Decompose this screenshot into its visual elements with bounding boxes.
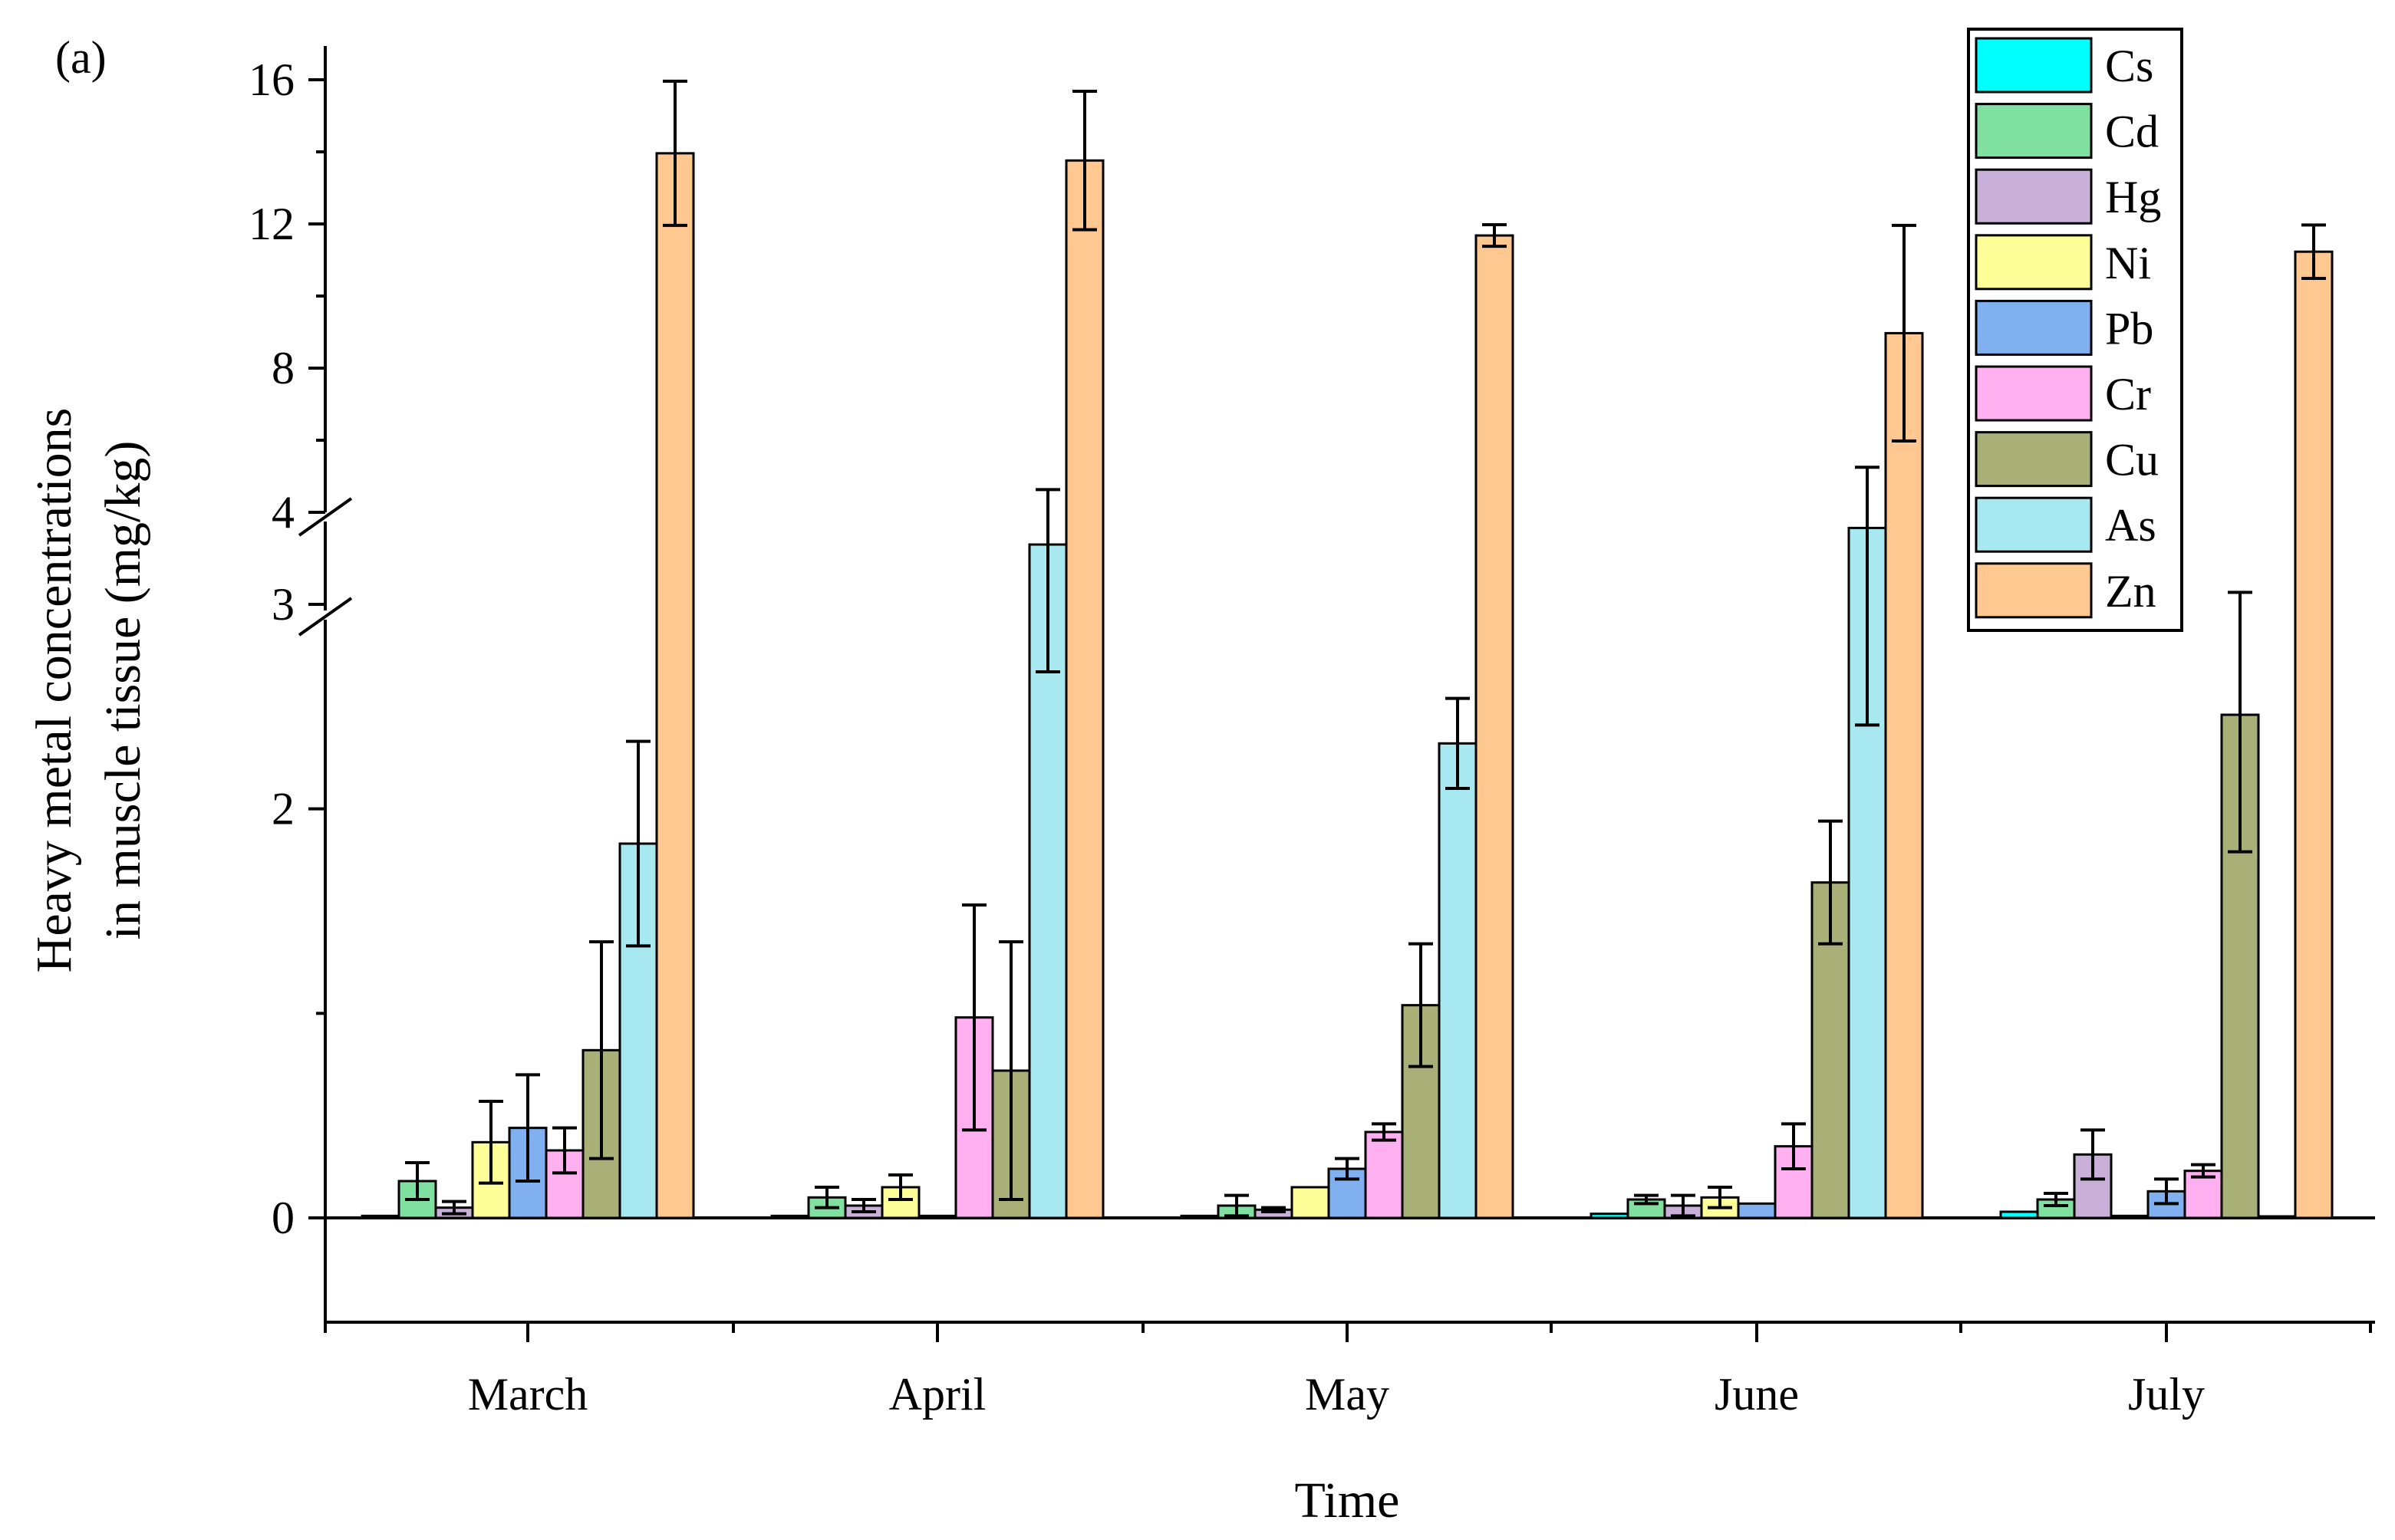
x-tick-label: May xyxy=(1305,1369,1389,1420)
y-tick-label: 2 xyxy=(272,784,295,834)
x-tick-label: March xyxy=(468,1369,588,1420)
x-tick-label: April xyxy=(889,1369,987,1420)
bar-zn-june xyxy=(1884,331,1924,1219)
x-axis-title: Time xyxy=(1295,1473,1400,1528)
legend-label-hg: Hg xyxy=(2105,172,2161,222)
bar-cr-may xyxy=(1364,1130,1404,1219)
y-tick-label: 12 xyxy=(249,199,295,249)
bar-cs-april xyxy=(770,1214,810,1219)
bar-cs-may xyxy=(1180,1214,1220,1219)
y-axis-title-line-1: Heavy metal concentrations xyxy=(26,408,82,973)
legend-label-cs: Cs xyxy=(2105,41,2153,91)
legend-label-pb: Pb xyxy=(2105,303,2153,354)
y-axis-title-line-2: in muscle tissue (mg/kg) xyxy=(95,441,151,940)
legend-label-cu: Cu xyxy=(2105,435,2159,485)
legend-swatch-pb xyxy=(1975,299,2093,356)
bar-ni-july xyxy=(2110,1214,2150,1219)
axis-break-mark-lower xyxy=(298,597,353,637)
legend-swatch-cs xyxy=(1975,37,2093,94)
bar-cu-july xyxy=(2220,713,2260,1219)
bar-cs-july xyxy=(1999,1210,2039,1219)
bar-cs-march xyxy=(361,1214,400,1219)
legend-swatch-as xyxy=(1975,496,2093,553)
bar-zn-may xyxy=(1474,234,1514,1219)
legend-swatch-cu xyxy=(1975,431,2093,488)
y-tick-label: 0 xyxy=(272,1193,295,1243)
bar-cs-june xyxy=(1590,1213,1629,1219)
y-tick-label: 4 xyxy=(272,487,295,538)
legend-swatch-cr xyxy=(1975,365,2093,422)
legend-label-as: As xyxy=(2105,500,2156,551)
bar-zn-july xyxy=(2294,250,2334,1219)
legend-swatch-cd xyxy=(1975,103,2093,160)
y-tick-label: 16 xyxy=(249,54,295,105)
y-tick-label: 3 xyxy=(272,579,295,630)
bar-pb-april xyxy=(917,1214,957,1219)
panel-label: (a) xyxy=(55,32,107,83)
legend-swatch-zn xyxy=(1975,562,2093,619)
error-bars xyxy=(405,79,2326,1218)
legend-label-cr: Cr xyxy=(2105,369,2151,420)
bar-ni-may xyxy=(1290,1186,1330,1219)
legend-swatch-hg xyxy=(1975,168,2093,225)
legend: Cs Cd Hg Ni Pb Cr Cu As Zn xyxy=(1967,28,2183,632)
y-tick-label: 8 xyxy=(272,343,295,393)
x-tick-label: July xyxy=(2128,1369,2205,1420)
bar-zn-april xyxy=(1065,159,1105,1219)
x-tick-label: June xyxy=(1715,1369,1799,1420)
legend-label-zn: Zn xyxy=(2105,566,2156,617)
bar-pb-june xyxy=(1737,1202,1777,1219)
legend-label-cd: Cd xyxy=(2105,107,2159,157)
bar-as-may xyxy=(1438,742,1478,1219)
bar-zn-march xyxy=(655,152,695,1219)
legend-label-ni: Ni xyxy=(2105,238,2151,288)
axis-break-mark-upper xyxy=(298,497,353,537)
legend-swatch-ni xyxy=(1975,234,2093,291)
bar-as-july xyxy=(2257,1215,2297,1219)
